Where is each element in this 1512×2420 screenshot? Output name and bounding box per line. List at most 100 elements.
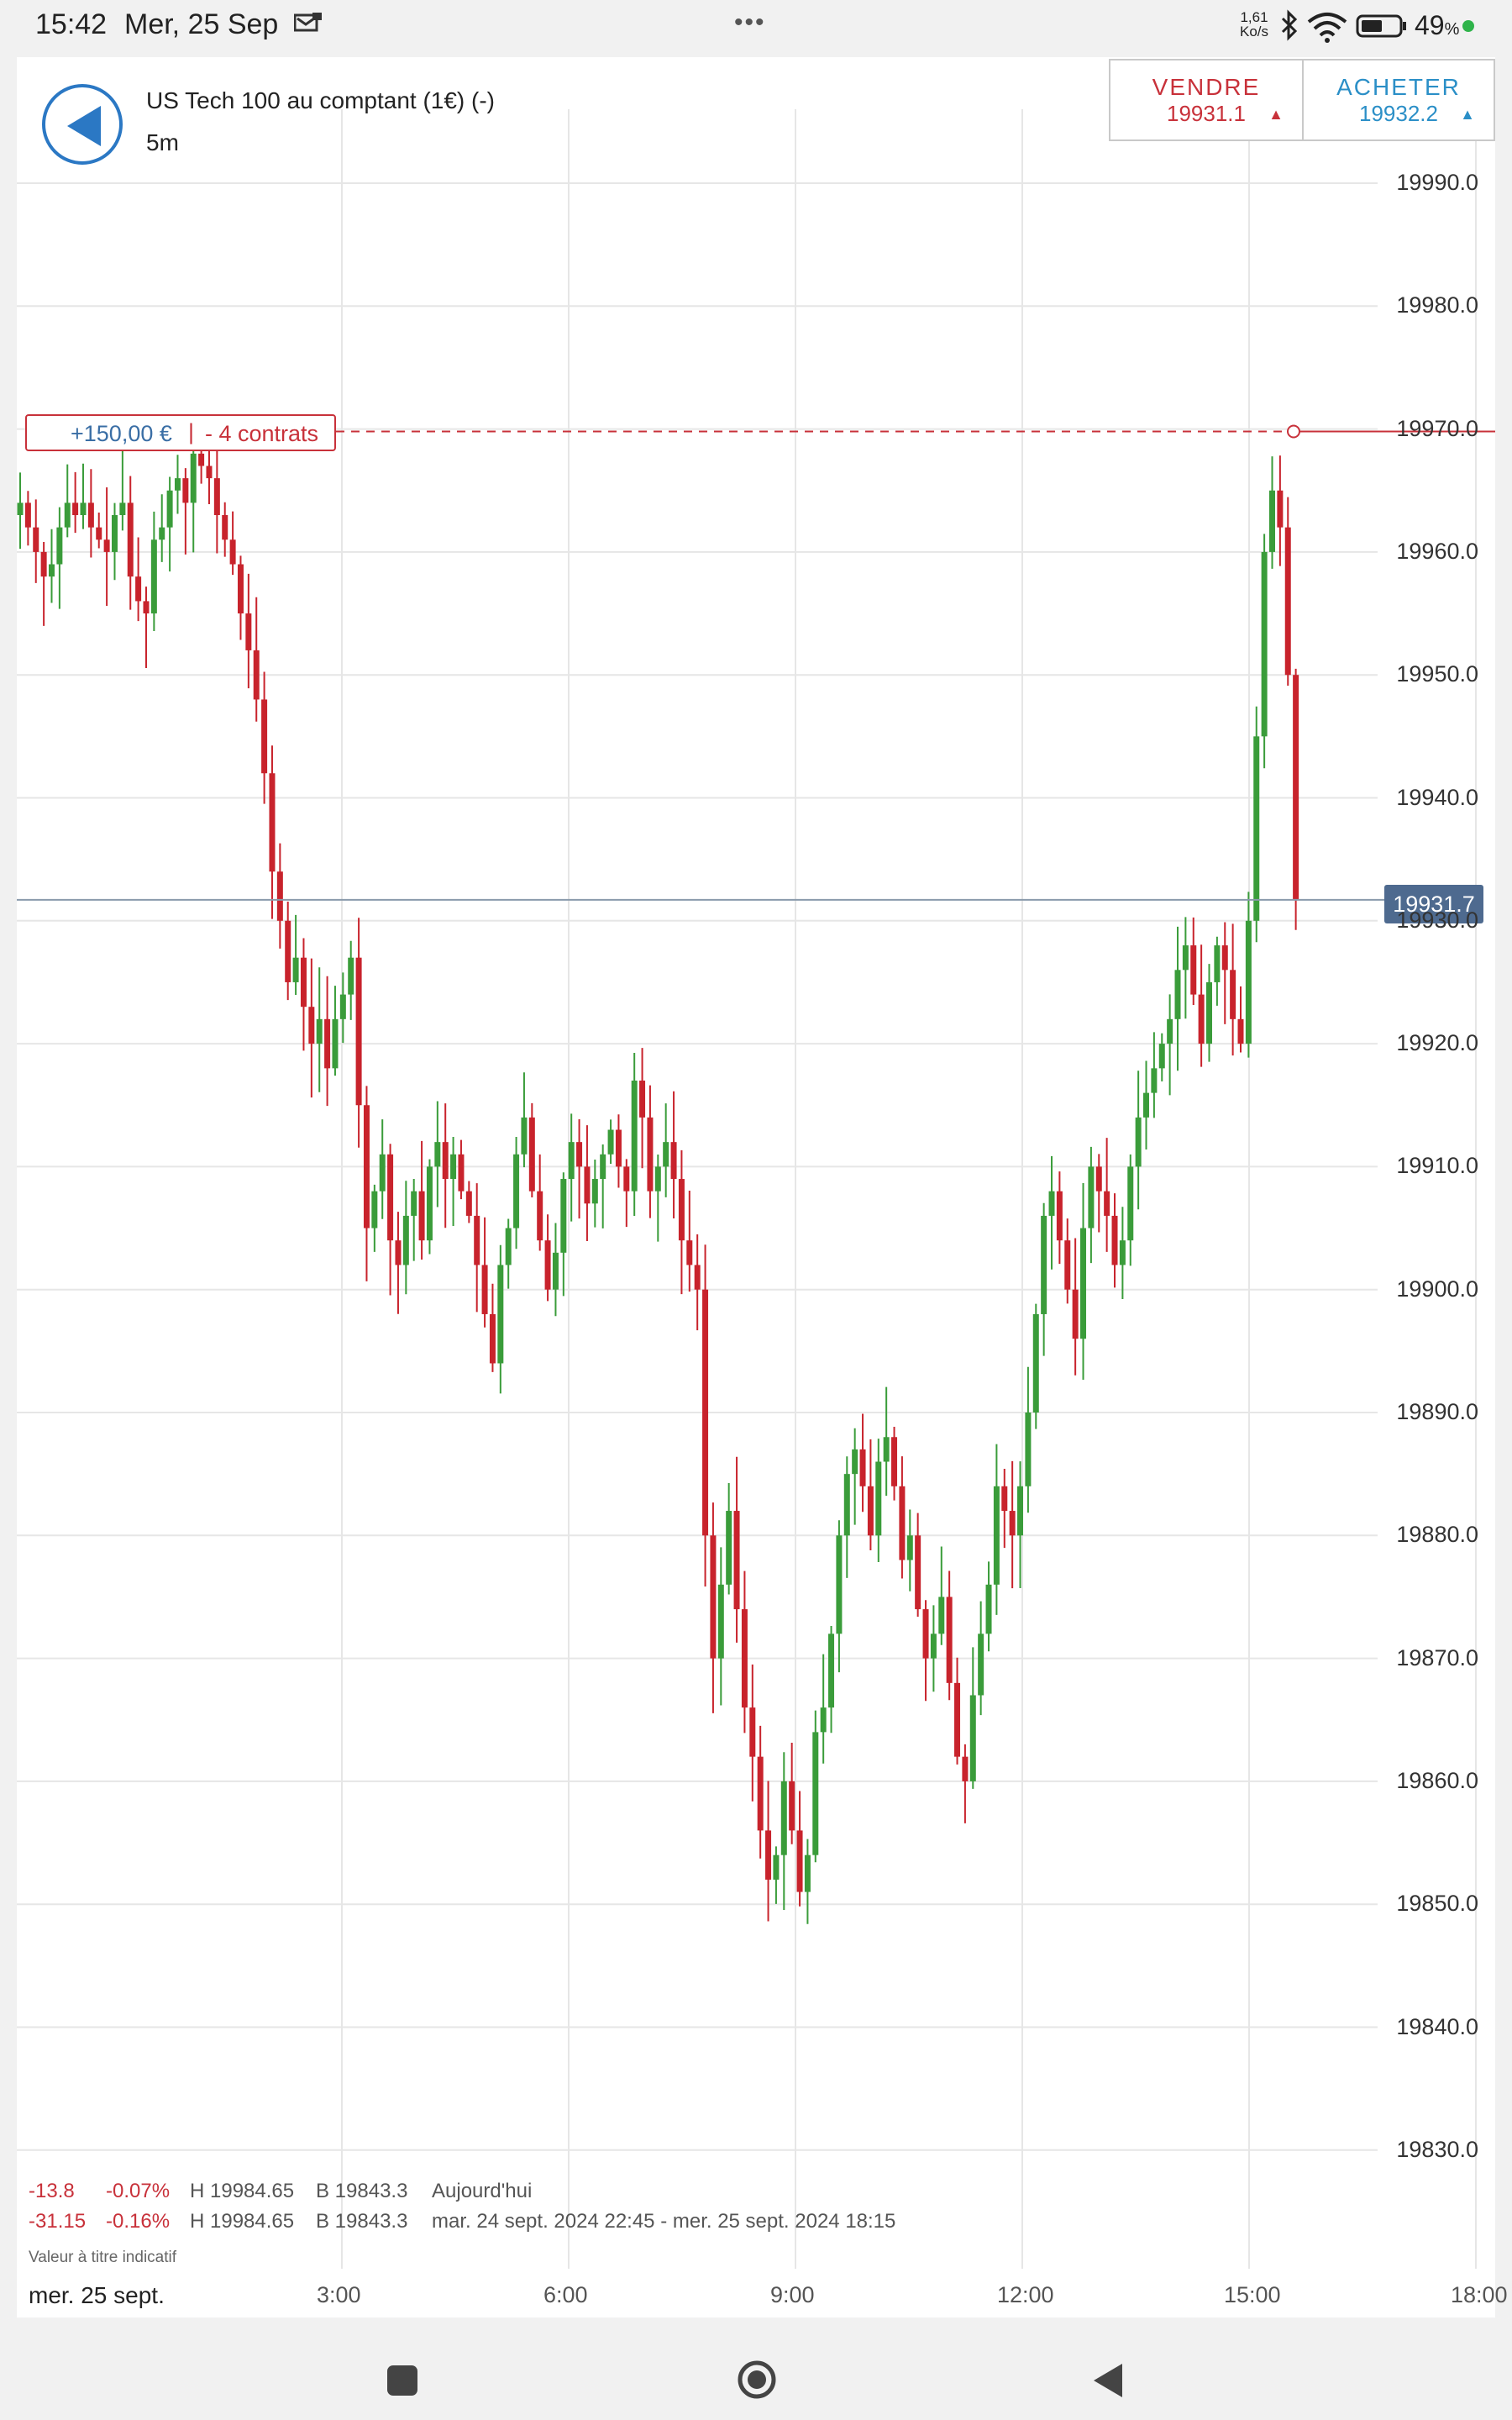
position-entry-marker[interactable]: [1287, 424, 1300, 439]
candle-body: [757, 1756, 764, 1831]
high-value: H 19984.65: [190, 2210, 295, 2233]
candle-body: [1111, 1215, 1118, 1265]
candle-body: [1143, 1092, 1150, 1118]
back-button[interactable]: [42, 84, 123, 165]
candle-body: [33, 527, 39, 552]
candle-body: [363, 1105, 370, 1228]
candle-body: [600, 1154, 606, 1180]
candle-body: [631, 1080, 638, 1192]
candle-body: [521, 1117, 528, 1155]
x-tick-label: 15:00: [1224, 2282, 1281, 2307]
candle-body: [938, 1597, 945, 1634]
candle-body: [954, 1682, 961, 1757]
candle-body: [1056, 1191, 1063, 1241]
candle-body: [489, 1313, 496, 1364]
candle-body: [166, 490, 173, 528]
candle-body: [237, 564, 244, 614]
candle-body: [686, 1240, 693, 1265]
candle-body: [450, 1154, 457, 1180]
y-tick-label: 19850.0: [1396, 1891, 1478, 1917]
candle-body: [395, 1240, 402, 1265]
candle-body: [1182, 945, 1189, 971]
battery-icon: [1356, 14, 1406, 38]
candle-body: [261, 699, 268, 774]
candle-body: [1253, 736, 1260, 921]
position-pnl: +150,00 €: [71, 421, 172, 446]
y-tick-label: 19830.0: [1396, 2136, 1478, 2162]
candle-body: [411, 1191, 417, 1216]
position-label[interactable]: +150,00 € | - 4 contrats: [25, 414, 336, 451]
candle-body: [647, 1117, 654, 1192]
candle-body: [1041, 1215, 1047, 1314]
candle-body: [355, 957, 362, 1106]
x-tick-label: 3:00: [317, 2282, 361, 2307]
candle-body: [639, 1080, 646, 1118]
indicative-note: Valeur à titre indicatif: [29, 2249, 177, 2266]
candle-body: [1072, 1289, 1079, 1339]
candle-body: [694, 1265, 701, 1290]
battery-value: 49: [1415, 10, 1445, 40]
buy-label: ACHETER: [1336, 74, 1461, 100]
sell-button[interactable]: VENDRE 19931.1 ▲: [1110, 60, 1304, 139]
candle-body: [1214, 945, 1221, 982]
candle-body: [780, 1781, 787, 1855]
candle-body: [1158, 1044, 1165, 1069]
candle-body: [852, 1449, 858, 1475]
candle-body: [348, 957, 354, 995]
candle-body: [804, 1854, 811, 1892]
candle-body: [1293, 675, 1299, 900]
candle-body: [812, 1732, 819, 1855]
period-label: mar. 24 sept. 2024 22:45 - mer. 25 sept.…: [432, 2210, 896, 2233]
candle-body: [899, 1486, 906, 1560]
candle-body: [1032, 1313, 1039, 1413]
candle-body: [1104, 1191, 1110, 1216]
candle-body: [591, 1179, 598, 1204]
candle-body: [946, 1597, 953, 1683]
recent-apps-icon[interactable]: [386, 2365, 418, 2396]
candle-body: [741, 1609, 748, 1708]
change-percent: -0.07%: [106, 2180, 171, 2202]
y-tick-label: 19980.0: [1396, 292, 1478, 318]
battery-unit: %: [1444, 20, 1460, 39]
candle-body: [615, 1129, 622, 1167]
sell-label: VENDRE: [1152, 74, 1261, 100]
candle-body: [308, 1007, 315, 1044]
candle-body: [269, 773, 276, 872]
candle-body: [324, 1018, 331, 1069]
candle-body: [1001, 1486, 1008, 1512]
candle-body: [962, 1756, 969, 1781]
candle-body: [1190, 945, 1197, 995]
candle-body: [1017, 1486, 1024, 1536]
y-tick-label: 19920.0: [1396, 1030, 1478, 1056]
candle-body: [978, 1634, 984, 1696]
candle-body: [182, 478, 189, 503]
buy-button[interactable]: ACHETER 19932.2 ▲: [1304, 60, 1494, 139]
candle-body: [64, 502, 71, 528]
change-value: -13.8: [29, 2180, 75, 2202]
candle-body: [773, 1854, 780, 1880]
candle-body: [190, 453, 197, 503]
timeframe-selector[interactable]: 5m: [146, 129, 179, 155]
bluetooth-icon: [1281, 9, 1298, 41]
candle-body: [339, 994, 346, 1019]
candle-body: [1198, 994, 1205, 1044]
candle-body: [922, 1609, 929, 1659]
candle-body: [481, 1265, 488, 1314]
y-tick-label: 19940.0: [1396, 784, 1478, 810]
candle-body: [474, 1215, 480, 1265]
candle-body: [48, 564, 55, 577]
menu-dots-icon[interactable]: •••: [734, 8, 766, 36]
candle-body: [292, 957, 299, 982]
candle-body: [465, 1191, 472, 1216]
home-icon[interactable]: [737, 2360, 777, 2400]
y-tick-label: 19970.0: [1396, 415, 1478, 441]
candle-body: [544, 1240, 551, 1290]
y-tick-label: 19990.0: [1396, 170, 1478, 195]
speed-value: 1,61: [1240, 9, 1268, 25]
candle-body: [402, 1215, 409, 1265]
y-tick-label: 19950.0: [1396, 661, 1478, 687]
back-nav-icon[interactable]: [1092, 2363, 1124, 2398]
candle-body: [969, 1695, 976, 1781]
candle-body: [528, 1117, 535, 1192]
